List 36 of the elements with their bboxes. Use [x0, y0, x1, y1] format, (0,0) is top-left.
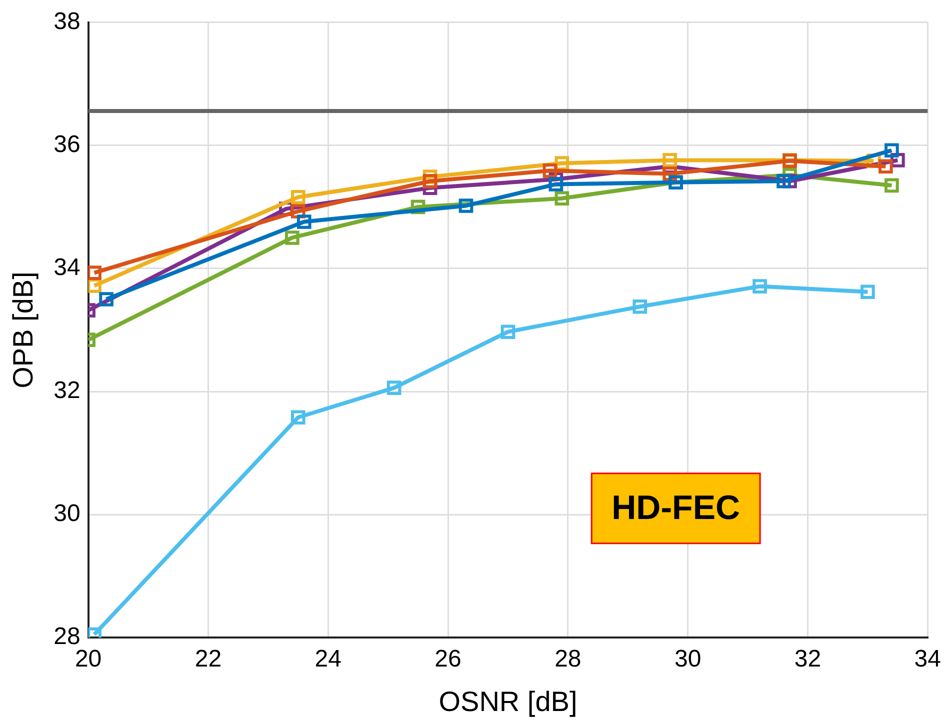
point — [88, 278, 102, 293]
point — [548, 177, 564, 192]
y-tick-label: 34 — [54, 254, 80, 282]
point — [386, 380, 402, 395]
annotation: HD-FEC — [612, 488, 740, 527]
y-axis-title: OPB [dB] — [8, 272, 39, 388]
x-tick-label: 32 — [794, 646, 822, 673]
point — [422, 174, 438, 188]
point — [500, 324, 516, 340]
point — [752, 279, 767, 294]
point — [554, 191, 570, 206]
point — [542, 164, 558, 178]
point — [99, 292, 114, 306]
x-axis-title: OSNR [dB] — [438, 686, 578, 717]
point — [776, 174, 791, 188]
point — [632, 299, 648, 314]
point — [884, 178, 899, 193]
y-tick-label: 36 — [54, 131, 80, 158]
x-tick-label: 26 — [434, 646, 462, 673]
x-tick-label: 22 — [194, 646, 222, 673]
point — [884, 143, 899, 158]
point — [290, 410, 306, 425]
point — [88, 266, 102, 280]
point — [458, 198, 474, 213]
x-tick-label: 28 — [554, 646, 582, 673]
y-tick-label: 30 — [54, 500, 80, 528]
x-tick-label: 34 — [914, 646, 942, 673]
y-tick-label: 38 — [54, 8, 80, 36]
point — [296, 214, 312, 229]
point — [290, 190, 306, 204]
point — [284, 230, 300, 245]
x-tick-label: 30 — [674, 646, 702, 673]
y-tick-label: 32 — [54, 377, 80, 404]
x-tick-label: 24 — [314, 646, 342, 673]
point — [860, 284, 875, 300]
point — [878, 159, 893, 174]
